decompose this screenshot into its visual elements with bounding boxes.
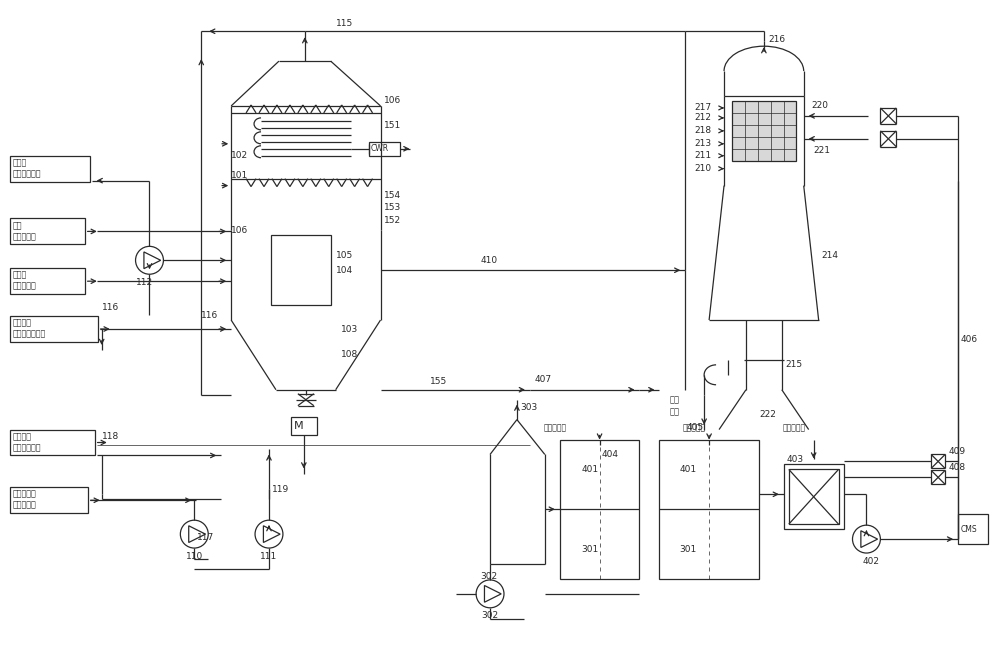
Text: 106: 106: [231, 226, 248, 235]
Text: 302: 302: [480, 573, 497, 581]
Text: 119: 119: [272, 485, 289, 494]
Text: 152: 152: [383, 216, 401, 225]
Text: 401: 401: [679, 465, 696, 474]
Bar: [271, 236, 331, 305]
Text: CWR: CWR: [371, 144, 389, 154]
Text: 215: 215: [786, 360, 803, 369]
Circle shape: [136, 247, 163, 274]
Text: 405: 405: [686, 423, 703, 432]
Text: 108: 108: [341, 350, 358, 359]
Text: 112: 112: [136, 277, 153, 287]
Text: M: M: [294, 420, 304, 430]
Text: 117: 117: [197, 533, 215, 542]
Bar: [10, 487, 88, 513]
Text: 重排液: 重排液: [13, 271, 27, 279]
Text: 153: 153: [383, 203, 401, 212]
Text: 211: 211: [694, 152, 711, 160]
Text: 自装置外来: 自装置外来: [13, 232, 37, 241]
Text: 214: 214: [822, 251, 839, 260]
Bar: [784, 464, 844, 529]
Text: 含铵工艺水: 含铵工艺水: [13, 490, 37, 499]
Text: 103: 103: [341, 325, 358, 335]
Text: 硫铵母液: 硫铵母液: [13, 319, 32, 327]
Text: 151: 151: [383, 121, 401, 131]
Text: 213: 213: [694, 139, 711, 148]
Text: 装置内滤析器: 装置内滤析器: [13, 169, 42, 178]
Text: 自装置外来: 自装置外来: [13, 501, 37, 510]
Bar: [10, 268, 85, 294]
Bar: [659, 440, 759, 579]
Text: 155: 155: [430, 377, 448, 386]
Text: 液空: 液空: [669, 395, 679, 404]
Bar: [369, 142, 400, 155]
Text: 芳草制补水: 芳草制补水: [543, 423, 566, 432]
Text: 104: 104: [336, 266, 353, 275]
Text: 装置内稠厚器: 装置内稠厚器: [13, 443, 42, 452]
Text: 装置内母液循环: 装置内母液循环: [13, 329, 46, 338]
Text: 406: 406: [961, 335, 978, 344]
Circle shape: [476, 580, 504, 608]
Bar: [732, 101, 796, 161]
Text: 401: 401: [582, 465, 599, 474]
Circle shape: [180, 520, 208, 548]
Bar: [10, 430, 95, 455]
Text: 110: 110: [186, 552, 203, 560]
Text: 404: 404: [602, 450, 619, 459]
Text: 212: 212: [694, 113, 711, 123]
Text: 118: 118: [102, 432, 119, 441]
Text: 105: 105: [336, 251, 353, 260]
Circle shape: [853, 525, 880, 553]
Text: 115: 115: [336, 19, 353, 28]
Text: 403: 403: [787, 455, 804, 464]
Bar: [10, 218, 85, 244]
Text: 409: 409: [948, 447, 965, 456]
Text: 芳草制补水: 芳草制补水: [683, 423, 706, 432]
Text: 气氨: 气氨: [13, 221, 23, 230]
Text: 410: 410: [480, 256, 497, 265]
Text: 222: 222: [759, 410, 776, 419]
Text: 210: 210: [694, 164, 711, 173]
Text: 106: 106: [383, 96, 401, 106]
Text: 硫铵浆液: 硫铵浆液: [13, 432, 32, 441]
Text: 301: 301: [679, 544, 696, 554]
Text: 218: 218: [694, 127, 711, 135]
Text: 407: 407: [535, 375, 552, 384]
Text: 芳草制补水: 芳草制补水: [782, 423, 805, 432]
Text: 胀胀始: 胀胀始: [13, 158, 27, 167]
Text: 111: 111: [260, 552, 278, 560]
Text: 402: 402: [863, 556, 880, 565]
Text: 154: 154: [383, 191, 401, 200]
Bar: [958, 514, 988, 544]
Text: 116: 116: [102, 302, 119, 312]
Bar: [789, 470, 839, 524]
Text: 221: 221: [814, 146, 831, 155]
Text: 408: 408: [948, 463, 965, 472]
Text: 303: 303: [520, 403, 537, 412]
Text: 217: 217: [694, 104, 711, 112]
Text: 301: 301: [582, 544, 599, 554]
Text: 302: 302: [481, 611, 499, 621]
Bar: [291, 417, 317, 434]
Text: 220: 220: [812, 102, 829, 110]
Bar: [10, 316, 98, 342]
Text: CMS: CMS: [961, 525, 978, 533]
Circle shape: [255, 520, 283, 548]
Text: 216: 216: [769, 35, 786, 44]
Text: 101: 101: [231, 171, 248, 180]
Bar: [10, 155, 90, 182]
Text: 102: 102: [231, 152, 248, 160]
Text: 116: 116: [201, 310, 219, 319]
Text: 自装置外来: 自装置外来: [13, 281, 37, 291]
Bar: [560, 440, 639, 579]
Text: 真空: 真空: [669, 407, 679, 416]
